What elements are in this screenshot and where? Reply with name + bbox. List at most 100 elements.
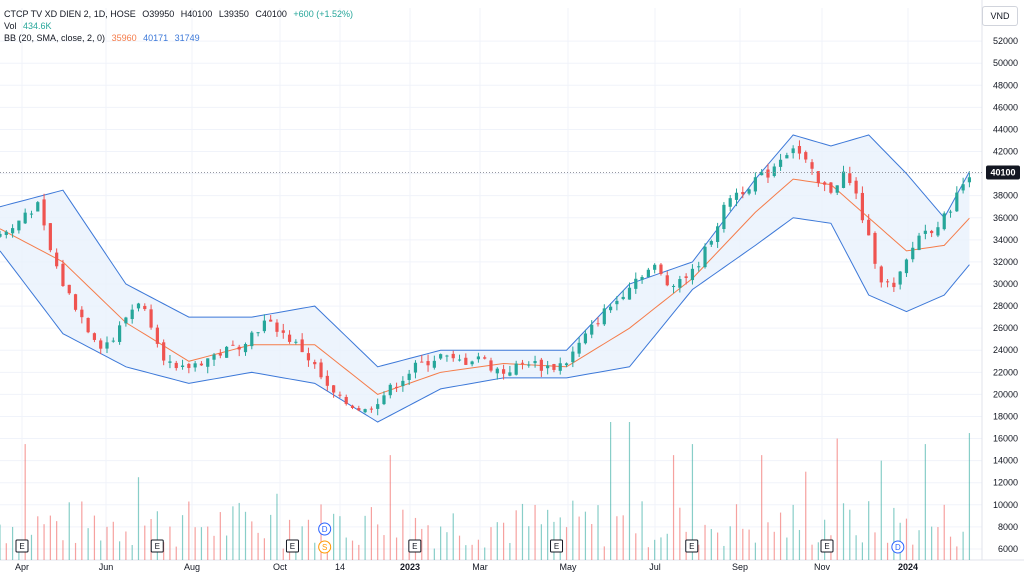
candle-body[interactable] [646, 269, 650, 278]
earnings-marker-icon[interactable] [550, 539, 564, 553]
candle-body[interactable] [885, 281, 890, 283]
candle-body[interactable] [791, 148, 795, 154]
candle-body[interactable] [508, 372, 512, 376]
candle-body[interactable] [174, 362, 178, 369]
earnings-marker-icon[interactable] [15, 539, 29, 553]
candle-body[interactable] [281, 330, 285, 333]
candle-body[interactable] [269, 319, 273, 322]
candle-body[interactable] [936, 227, 940, 236]
candle-body[interactable] [357, 408, 361, 411]
candle-body[interactable] [590, 324, 594, 335]
candle-body[interactable] [615, 300, 619, 305]
candle-body[interactable] [344, 396, 348, 404]
candle-body[interactable] [287, 334, 292, 342]
candle-body[interactable] [514, 363, 518, 375]
candle-body[interactable] [747, 189, 751, 194]
candle-body[interactable] [162, 342, 166, 361]
candle-body[interactable] [86, 317, 90, 333]
candle-body[interactable] [470, 361, 474, 365]
candle-body[interactable] [369, 408, 373, 410]
candle-body[interactable] [17, 220, 21, 231]
candle-body[interactable] [716, 226, 720, 242]
candle-body[interactable] [634, 278, 638, 289]
candle-body[interactable] [558, 363, 562, 371]
candle-body[interactable] [609, 306, 613, 311]
candle-body[interactable] [810, 162, 814, 169]
candle-body[interactable] [325, 375, 329, 386]
candle-body[interactable] [0, 233, 2, 237]
candle-body[interactable] [495, 368, 499, 374]
candle-body[interactable] [728, 198, 732, 207]
candle-body[interactable] [571, 351, 575, 363]
candle-body[interactable] [703, 246, 707, 268]
candle-body[interactable] [930, 230, 934, 234]
candle-body[interactable] [136, 303, 141, 309]
candle-body[interactable] [168, 361, 172, 363]
candle-body[interactable] [741, 192, 745, 195]
candle-body[interactable] [36, 202, 40, 212]
candle-body[interactable] [665, 275, 669, 286]
candle-body[interactable] [489, 360, 493, 371]
earnings-marker-icon[interactable] [685, 539, 699, 553]
candle-body[interactable] [206, 358, 210, 367]
candle-body[interactable] [149, 309, 153, 328]
candle-body[interactable] [867, 219, 871, 236]
candle-body[interactable] [420, 361, 424, 363]
candle-body[interactable] [130, 309, 134, 320]
candle-body[interactable] [105, 342, 109, 349]
candle-body[interactable] [111, 340, 115, 342]
candle-body[interactable] [67, 284, 71, 294]
earnings-marker-icon[interactable] [408, 539, 422, 553]
dividend-marker-icon[interactable] [891, 540, 905, 554]
candle-body[interactable] [180, 365, 185, 367]
candle-body[interactable] [602, 308, 606, 325]
candle-body[interactable] [218, 353, 222, 356]
candle-body[interactable] [332, 385, 336, 393]
candle-body[interactable] [319, 362, 323, 378]
candle-body[interactable] [860, 192, 864, 221]
candle-body[interactable] [401, 380, 405, 387]
candle-body[interactable] [187, 363, 191, 368]
candle-body[interactable] [382, 395, 386, 405]
candle-body[interactable] [760, 171, 764, 176]
candle-body[interactable] [73, 294, 78, 310]
candle-body[interactable] [451, 353, 455, 359]
candle-body[interactable] [967, 177, 972, 183]
candle-body[interactable] [577, 342, 581, 354]
candle-body[interactable] [955, 192, 959, 212]
candle-body[interactable] [29, 213, 34, 215]
candle-body[interactable] [841, 171, 846, 188]
candle-body[interactable] [118, 325, 122, 342]
candle-body[interactable] [942, 213, 946, 230]
candle-body[interactable] [445, 355, 449, 357]
candle-body[interactable] [835, 185, 839, 193]
candle-body[interactable] [394, 386, 399, 388]
candle-body[interactable] [766, 169, 770, 178]
candle-body[interactable] [306, 353, 311, 361]
candle-body[interactable] [898, 271, 902, 285]
candle-body[interactable] [659, 264, 663, 274]
candle-body[interactable] [124, 317, 128, 324]
candle-body[interactable] [734, 192, 739, 200]
candle-body[interactable] [476, 356, 481, 360]
candle-body[interactable] [854, 180, 858, 194]
candle-body[interactable] [879, 266, 883, 283]
candle-body[interactable] [4, 231, 8, 235]
candle-body[interactable] [313, 361, 317, 365]
candle-body[interactable] [961, 184, 965, 191]
candle-body[interactable] [413, 362, 418, 373]
candle-body[interactable] [785, 155, 789, 159]
candle-body[interactable] [407, 373, 411, 381]
candle-body[interactable] [363, 409, 367, 413]
candle-body[interactable] [243, 344, 248, 353]
candle-body[interactable] [143, 305, 147, 310]
candle-body[interactable] [256, 332, 260, 334]
candle-body[interactable] [690, 268, 695, 281]
candle-body[interactable] [627, 287, 632, 300]
earnings-marker-icon[interactable] [820, 539, 834, 553]
candle-body[interactable] [527, 364, 531, 366]
candle-body[interactable] [92, 333, 97, 340]
candle-body[interactable] [823, 182, 827, 185]
candle-body[interactable] [501, 369, 506, 374]
candle-body[interactable] [621, 296, 625, 300]
